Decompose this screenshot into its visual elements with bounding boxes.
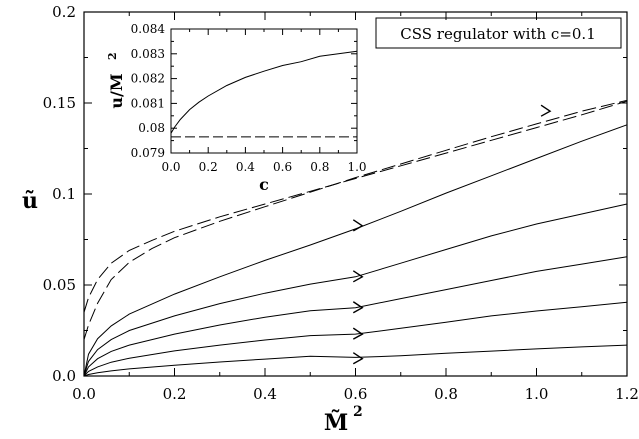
- x-tick-label: 0.8: [310, 160, 329, 174]
- direction-arrow: [352, 219, 364, 232]
- y-tick-label: 0.1: [52, 185, 76, 203]
- inset-y-axis-label-exponent: 2: [106, 52, 119, 60]
- y-tick-label: 0.079: [131, 146, 165, 160]
- inset-x-axis-label: c: [259, 175, 269, 194]
- x-tick-label: 1.2: [615, 385, 639, 403]
- main-ticks: 0.0 0.2 0.4 0.6 0.8 1.0 1.2 0.0 0.05 0.1 0.15 0.2: [43, 3, 639, 403]
- main-arrows: [352, 104, 552, 365]
- main-series: [83, 99, 628, 377]
- inset-ticks: 0.0 0.2 0.4 0.6 0.8 1.0 0.079 0.08 0.081 0.082 0.0…: [131, 22, 367, 174]
- x-axis-label-group: M̃ 2: [324, 404, 363, 436]
- dashed-series-line: [83, 99, 628, 340]
- solid-series-line: [83, 203, 628, 377]
- x-tick-label: 0.2: [199, 160, 218, 174]
- y-tick-label: 0.2: [52, 3, 76, 21]
- legend-text: CSS regulator with c=0.1: [400, 25, 596, 43]
- x-tick-label: 0.4: [253, 385, 277, 403]
- inset-series: [170, 50, 358, 138]
- x-axis-label-exponent: 2: [353, 404, 363, 420]
- y-tick-label: 0.082: [131, 72, 165, 86]
- direction-arrow: [540, 104, 552, 117]
- y-tick-label: 0.081: [131, 96, 165, 110]
- solid-series-line: [83, 256, 628, 377]
- x-tick-label: 0.0: [72, 385, 96, 403]
- x-tick-label: 1.0: [347, 160, 366, 174]
- direction-arrow: [352, 270, 364, 283]
- direction-arrow: [352, 327, 364, 340]
- inset: u/M 2 c 0.0 0.2 0.4 0.6 0.8 1.0 0.079 0.08 0.081…: [106, 22, 367, 194]
- x-tick-label: 0.0: [161, 160, 180, 174]
- direction-arrow: [352, 301, 364, 314]
- solid-series-line: [83, 344, 628, 377]
- y-tick-label: 0.0: [52, 367, 76, 385]
- y-tick-label: 0.05: [43, 276, 76, 294]
- y-tick-label: 0.08: [138, 121, 165, 135]
- inset-y-axis-label: u/M: [107, 73, 126, 108]
- solid-series-line: [170, 50, 358, 134]
- legend-box: [375, 17, 622, 49]
- x-tick-label: 0.4: [236, 160, 255, 174]
- y-tick-label: 0.084: [131, 22, 166, 36]
- y-tick-label: 0.083: [131, 47, 165, 61]
- y-axis-label: ũ: [22, 188, 38, 214]
- dashed-series-line: [83, 100, 628, 313]
- y-tick-label: 0.15: [43, 94, 76, 112]
- x-tick-label: 0.2: [163, 385, 187, 403]
- solid-series-line: [83, 124, 628, 377]
- direction-arrow: [352, 352, 364, 365]
- x-tick-label: 1.0: [525, 385, 549, 403]
- inset-y-label-group: u/M 2: [106, 52, 126, 108]
- legend: CSS regulator with c=0.1: [375, 17, 622, 49]
- x-axis-label: M̃: [324, 410, 348, 436]
- solid-series-line: [83, 301, 628, 377]
- inset-frame: [170, 28, 358, 154]
- x-tick-label: 0.8: [434, 385, 458, 403]
- x-tick-label: 0.6: [344, 385, 368, 403]
- x-tick-label: 0.6: [273, 160, 292, 174]
